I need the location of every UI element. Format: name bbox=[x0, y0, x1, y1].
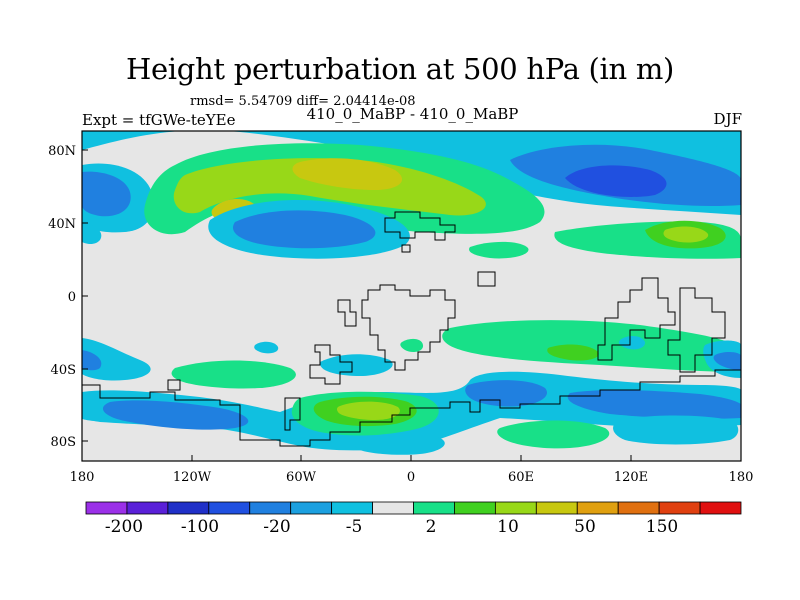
coastline-antarctic-peninsula bbox=[284, 397, 301, 431]
contour-west-blue bbox=[82, 171, 131, 217]
coastline-island-center bbox=[477, 271, 496, 287]
lat-tick-label: 40S bbox=[51, 363, 76, 378]
colorbar-swatch bbox=[208, 501, 251, 515]
contour-south-west-cyan bbox=[82, 338, 151, 381]
contour-so-yellowgreen bbox=[336, 401, 400, 420]
lon-tick-label: 180 bbox=[70, 470, 95, 485]
coastline-island-small bbox=[401, 244, 411, 253]
colorbar-swatch bbox=[494, 501, 537, 515]
plot-title: Height perturbation at 500 hPa (in m) bbox=[125, 52, 675, 86]
contour-mid-blue bbox=[232, 210, 376, 249]
colorbar-swatch bbox=[454, 501, 496, 515]
lat-tick-label: 80S bbox=[51, 435, 76, 450]
contour-fills bbox=[82, 131, 741, 455]
lat-tick-label: 0 bbox=[68, 290, 76, 305]
experiment-comparison: 410_0_MaBP - 410_0_MaBP bbox=[306, 105, 519, 123]
contour-ne-lightgreen-inner bbox=[663, 226, 709, 243]
rmsd-diff-stats: rmsd= 5.54709 diff= 2.04414e-08 bbox=[190, 94, 416, 109]
latitude-axis: 80N 40N 0 40S 80S bbox=[48, 144, 88, 450]
contour-small-green-40n bbox=[469, 241, 529, 259]
colorbar-label: -5 bbox=[346, 517, 363, 537]
colorbar-swatch bbox=[658, 501, 701, 515]
colorbar-label: 50 bbox=[574, 517, 596, 537]
colorbar-swatch bbox=[372, 501, 414, 515]
contour-green-small-dot bbox=[400, 338, 424, 353]
coastline-south-america bbox=[309, 344, 353, 385]
lat-tick-label: 80N bbox=[48, 144, 76, 159]
colorbar-label: -100 bbox=[181, 517, 219, 537]
colorbar-swatch bbox=[535, 501, 578, 515]
season-label: DJF bbox=[713, 110, 742, 128]
map-panel bbox=[81, 130, 742, 462]
colorbar-label: 10 bbox=[497, 517, 519, 537]
contour-so-blue-left bbox=[102, 400, 249, 430]
lon-tick-label: 120W bbox=[173, 470, 212, 485]
colorbar-swatch bbox=[290, 501, 333, 515]
contour-green-80s-right bbox=[497, 420, 610, 449]
coastlines bbox=[82, 211, 741, 447]
contour-cyan-80s-right bbox=[613, 415, 739, 445]
contour-left-cyan-40n bbox=[82, 222, 102, 244]
contour-so-blue-far-right bbox=[567, 390, 741, 419]
coastline-australia bbox=[667, 287, 726, 373]
lat-tick-label: 40N bbox=[48, 217, 76, 232]
contour-nw-yellow bbox=[292, 158, 403, 190]
contour-south-west-blue bbox=[82, 350, 102, 371]
coastline-antarctica bbox=[82, 369, 741, 447]
colorbar-labels: -200 -100 -20 -5 2 10 50 150 bbox=[105, 517, 678, 537]
coastline-eurasia bbox=[384, 211, 456, 241]
colorbar-swatch bbox=[249, 501, 292, 515]
colorbar-swatch bbox=[576, 501, 619, 515]
colorbar-swatch bbox=[617, 501, 660, 515]
contour-south-lightgreen bbox=[547, 344, 599, 361]
contour-nw-lightgreen bbox=[173, 158, 486, 216]
colorbar-label: 2 bbox=[426, 517, 437, 537]
colorbar-label: 150 bbox=[646, 517, 678, 537]
contour-south-right-blue bbox=[713, 352, 741, 370]
contour-north-darkblue bbox=[565, 165, 667, 197]
lon-tick-label: 0 bbox=[407, 470, 415, 485]
contour-cyan-80s-center bbox=[354, 433, 445, 455]
contour-south-green-band bbox=[442, 320, 741, 372]
contour-cyan-small-dot bbox=[254, 341, 279, 354]
contour-green-40s-left bbox=[171, 360, 296, 389]
lon-tick-label: 180 bbox=[729, 470, 754, 485]
longitude-axis: 180 120W 60W 0 60E 120E 180 bbox=[70, 455, 754, 485]
colorbar-swatch bbox=[85, 501, 128, 515]
colorbar-swatch bbox=[331, 501, 373, 515]
colorbar-label: -20 bbox=[263, 517, 290, 537]
colorbar-swatch bbox=[126, 501, 169, 515]
colorbar-swatch bbox=[167, 501, 210, 515]
colorbar bbox=[85, 501, 742, 515]
coastline-island-south bbox=[167, 379, 181, 391]
lon-tick-label: 120E bbox=[614, 470, 648, 485]
contour-cyan-40s-center bbox=[319, 354, 393, 376]
lon-tick-label: 60W bbox=[286, 470, 317, 485]
coastline-south-america-north bbox=[337, 299, 357, 327]
colorbar-swatch bbox=[413, 501, 455, 515]
colorbar-swatch bbox=[699, 501, 742, 515]
colorbar-label: -200 bbox=[105, 517, 143, 537]
contour-cyan-dot-50e bbox=[618, 336, 646, 350]
lon-tick-label: 60E bbox=[508, 470, 534, 485]
coastline-asia-se bbox=[597, 277, 676, 361]
coastline-africa bbox=[361, 284, 456, 371]
experiment-label: Expt = tfGWe-teYEe bbox=[82, 111, 236, 129]
